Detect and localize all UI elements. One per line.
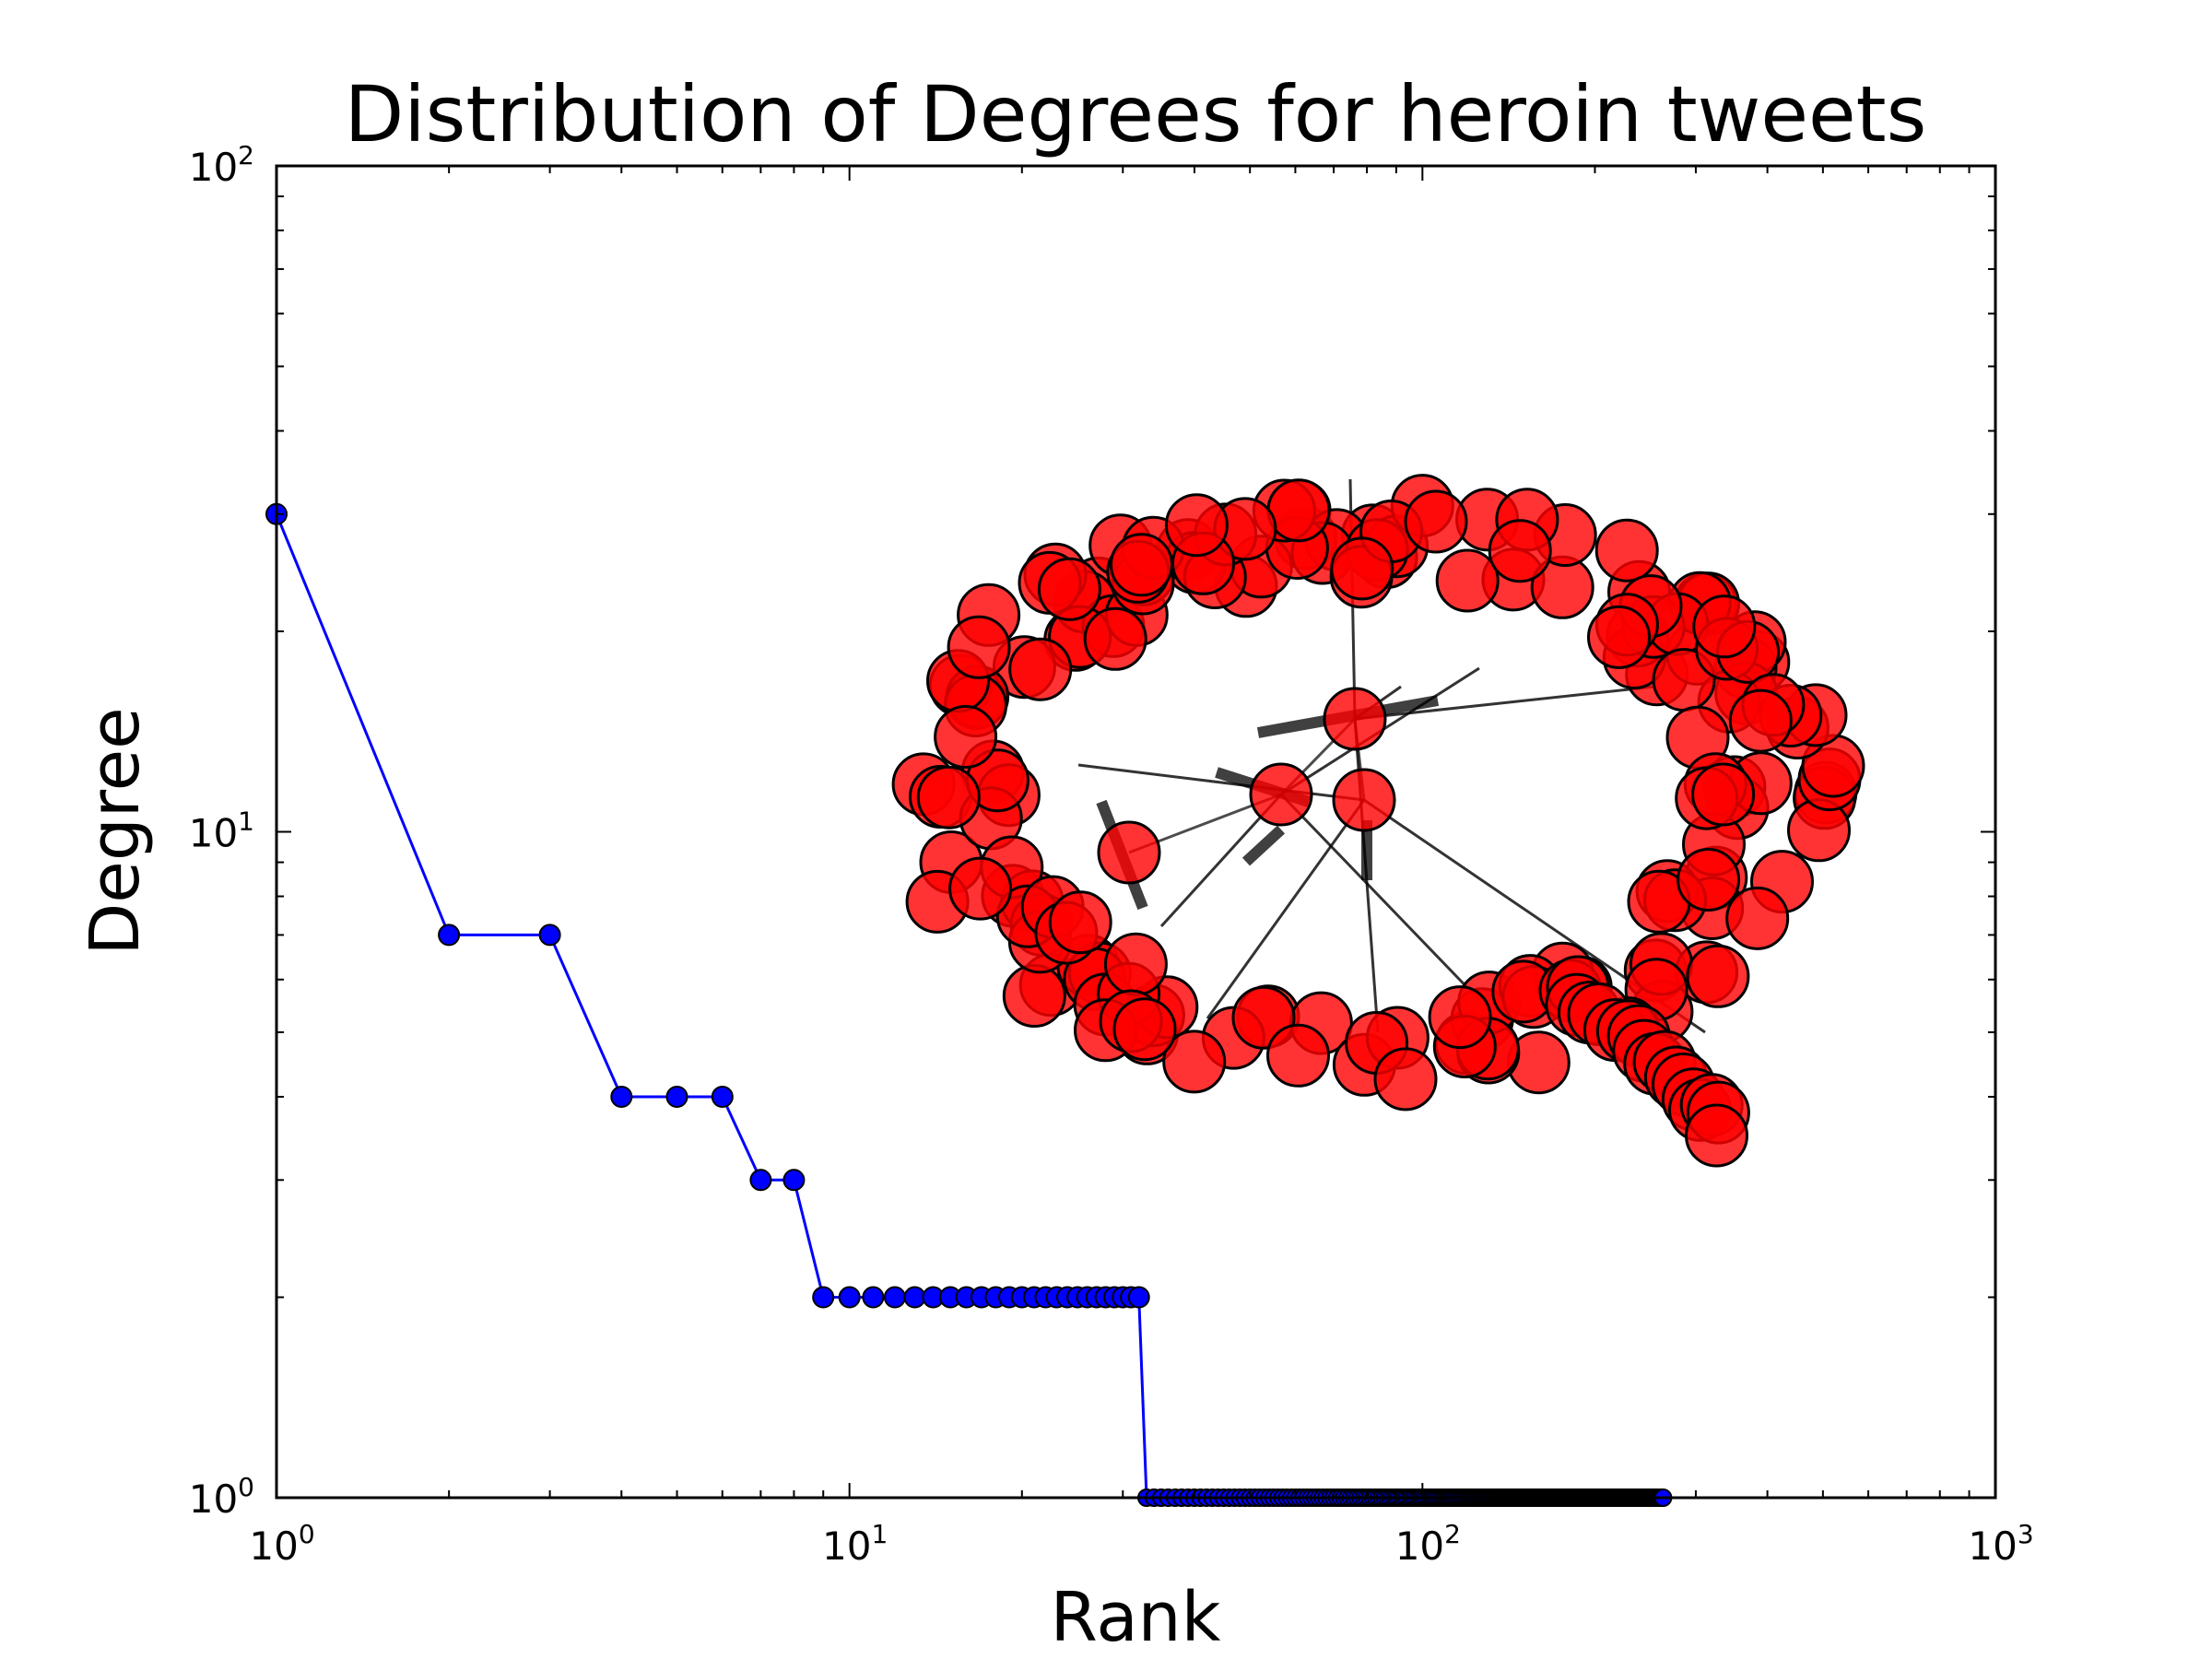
network-node (1428, 985, 1492, 1050)
network-node (1404, 489, 1468, 554)
data-point (538, 924, 561, 947)
network-node (947, 615, 1011, 679)
data-point (782, 1169, 806, 1192)
network-node (1691, 762, 1756, 827)
x-tick-label: 102 (1395, 1519, 1461, 1569)
network-node (1725, 886, 1790, 950)
network-node (1164, 493, 1229, 558)
network-node (1037, 557, 1101, 621)
network-node (1728, 688, 1793, 753)
network-node (1048, 890, 1112, 955)
network-node (1677, 848, 1741, 912)
network-node (1112, 997, 1177, 1062)
data-point (883, 1286, 906, 1309)
network-edge (1279, 793, 1481, 1002)
x-tick-label: 101 (822, 1519, 888, 1569)
network-hub-node (1097, 820, 1161, 885)
network-hub-node (1323, 687, 1387, 751)
network-node (1488, 519, 1552, 583)
network-node (1162, 1030, 1227, 1094)
network-node (1266, 478, 1331, 543)
network-node (1008, 637, 1073, 701)
y-tick-label: 101 (189, 806, 254, 856)
data-point (610, 1086, 633, 1108)
network-node (1266, 1023, 1330, 1088)
data-point (903, 1286, 926, 1309)
network-node (1002, 964, 1066, 1028)
network-hub-node (1332, 768, 1396, 832)
axis-ticks: 100 101 102 103 100 101 102 (189, 140, 2034, 1569)
chart-title: Distribution of Degrees for heroin tweet… (345, 69, 1927, 159)
x-tick-label: 100 (249, 1519, 314, 1569)
network-node (1110, 533, 1173, 597)
network-node (1587, 605, 1651, 669)
data-point (665, 1086, 688, 1108)
network-node (948, 856, 1013, 921)
network-node (1686, 944, 1750, 1008)
x-axis-label: Rank (1051, 1578, 1221, 1657)
network-node (1330, 536, 1394, 601)
data-point (711, 1086, 734, 1108)
y-axis-label: Degree (76, 707, 155, 955)
network-node (934, 705, 998, 769)
y-tick-label: 100 (189, 1472, 254, 1522)
data-point (862, 1286, 885, 1309)
data-point (838, 1286, 861, 1309)
data-point (1127, 1286, 1150, 1309)
network-node (1435, 548, 1500, 613)
data-point (812, 1286, 835, 1309)
y-tick-label: 102 (189, 140, 254, 190)
network-node (1083, 606, 1147, 671)
network-edge (1354, 685, 1655, 721)
network-node (1594, 518, 1659, 582)
network-inset (891, 474, 1865, 1168)
network-node (1373, 1047, 1438, 1112)
data-point (438, 924, 461, 947)
network-node (1692, 594, 1757, 659)
network-edge (1206, 799, 1366, 1019)
network-node (916, 765, 981, 830)
network-edge (1241, 825, 1286, 866)
network-node (1685, 1103, 1748, 1168)
network-node (1103, 932, 1168, 996)
network-edge (1077, 763, 1365, 802)
x-tick-label: 103 (1968, 1519, 2033, 1569)
data-point (749, 1169, 772, 1192)
network-hub-node (1249, 762, 1313, 827)
